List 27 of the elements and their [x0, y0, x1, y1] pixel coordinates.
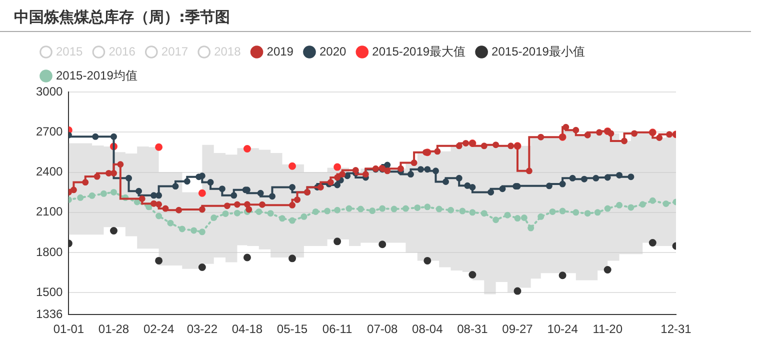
x-tick-label: 09-27	[502, 322, 534, 336]
y-tick-label: 1500	[36, 284, 64, 299]
y-tick-label: 1800	[36, 244, 64, 259]
y-tick-label: 3000	[36, 84, 64, 98]
y-tick-label: 2400	[36, 164, 64, 179]
x-tick-label: 10-24	[547, 322, 578, 336]
y-tick-label: 2700	[36, 124, 64, 138]
y-tick-label: 1336	[36, 306, 64, 321]
x-tick-label: 05-15	[276, 322, 308, 336]
x-tick-label: 04-18	[232, 322, 263, 336]
x-tick-label: 03-22	[186, 322, 218, 336]
x-tick-label: 11-20	[592, 322, 623, 336]
legend-label: 2015-2019均值	[56, 68, 138, 82]
x-tick-label: 08-04	[412, 322, 444, 336]
x-tick-label: 06-11	[322, 322, 353, 336]
x-tick-label: 07-08	[367, 322, 398, 336]
legend-label: 2015-2019最小值	[492, 44, 585, 58]
x-tick-label: 02-24	[143, 322, 174, 336]
y-tick-label: 2100	[36, 204, 64, 219]
x-tick-label: 08-31	[457, 322, 488, 336]
x-tick-label: 01-01	[53, 322, 84, 336]
x-tick-label: 12-31	[660, 322, 692, 336]
legend-label: 2019	[266, 44, 294, 58]
chart-title: 中国炼焦煤总库存（周）:季节图	[0, 0, 751, 32]
x-tick-label: 01-28	[98, 322, 130, 336]
legend-label: 2015-2019最大值	[372, 44, 466, 58]
legend-label: 2020	[319, 44, 346, 58]
